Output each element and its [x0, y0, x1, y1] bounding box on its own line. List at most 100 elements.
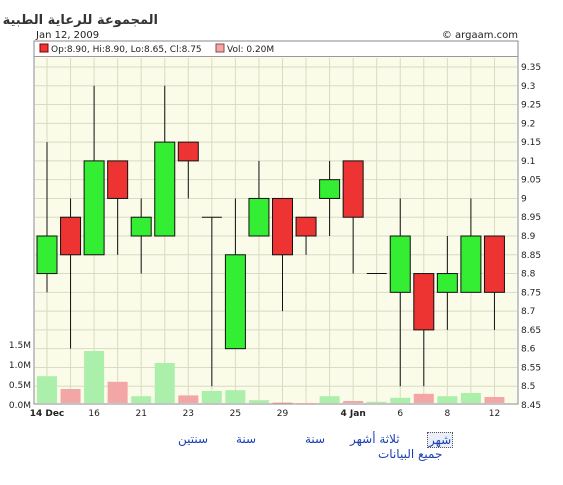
price-tick-label: 9.1 [521, 157, 535, 167]
x-tick-label: 25 [230, 409, 241, 419]
chart-date: Jan 12, 2009 [35, 30, 99, 41]
candle-body [248, 197, 270, 237]
volume-bar [343, 401, 364, 403]
volume-bar [366, 401, 387, 403]
price-axis: 8.45 8.5 8.55 8.6 8.65 8.7 8.75 8.8 8.85 8.9 8.95 9… [521, 63, 541, 411]
price-tick-label: 8.95 [521, 213, 541, 223]
volume-tick-label: 0.0M [9, 401, 31, 411]
price-tick-label: 8.6 [521, 345, 536, 355]
price-tick-label: 8.45 [521, 401, 541, 411]
volume-bar [437, 396, 458, 403]
candle-body [130, 216, 152, 237]
price-tick-label: 8.85 [521, 251, 541, 261]
candle [154, 85, 176, 237]
chart-title: المجموعة للرعاية الطبية [3, 13, 158, 28]
x-tick-label: 4 Jan [341, 409, 366, 419]
candle [60, 198, 82, 349]
candle-body [83, 160, 105, 256]
candle [483, 235, 505, 330]
candle-body [224, 254, 246, 350]
candle [295, 216, 317, 255]
price-tick-label: 8.75 [521, 288, 541, 298]
price-tick-label: 9.05 [521, 176, 541, 186]
candle-body [389, 235, 411, 293]
candle [36, 142, 58, 293]
candle [83, 85, 105, 256]
volume-bar [484, 397, 505, 403]
candle-body [36, 235, 58, 275]
volume-bar [201, 391, 222, 403]
volume-bar [225, 390, 246, 403]
candle [224, 198, 246, 350]
candles [36, 85, 505, 387]
period-two-years-link[interactable]: سنتين [178, 432, 209, 446]
volume-bar [84, 351, 105, 403]
volume-tick-label: 1.0M [9, 361, 31, 371]
candle [413, 273, 435, 387]
price-tick-label: 8.7 [521, 307, 535, 317]
candle [319, 160, 341, 236]
x-tick-label: 8 [444, 409, 450, 419]
candle-body [60, 216, 82, 256]
candle-body [272, 197, 293, 256]
period-month-link[interactable]: شهر [427, 432, 454, 448]
candle [342, 160, 364, 274]
x-tick-label: 21 [135, 409, 146, 419]
period-year-link[interactable]: سنة [305, 432, 326, 446]
price-tick-label: 8.9 [521, 232, 536, 242]
price-tick-label: 9.3 [521, 82, 535, 92]
candle [272, 197, 293, 312]
volume-bar [319, 396, 340, 403]
volume-bar [296, 403, 317, 404]
candle-body [177, 141, 199, 162]
price-tick-label: 8.65 [521, 326, 541, 336]
volume-tick-label: 0.5M [9, 381, 31, 391]
candle [460, 198, 482, 293]
volume-bar [390, 397, 411, 403]
volume-bars [37, 351, 505, 404]
legend-swatch-candle [39, 43, 49, 53]
volume-bar [460, 393, 481, 403]
legend-swatch-volume [215, 43, 225, 53]
candle-body [413, 273, 435, 331]
volume-bar [131, 396, 152, 403]
price-tick-label: 9.2 [521, 119, 535, 129]
candle-body [107, 160, 129, 199]
volume-bar [178, 395, 199, 403]
price-tick-label: 9.25 [521, 101, 541, 111]
x-tick-label: 12 [489, 409, 500, 419]
volume-bar [248, 400, 269, 403]
volume-bar [107, 381, 128, 403]
candle-body [460, 235, 482, 293]
x-tick-label: 6 [397, 409, 403, 419]
volume-bar [60, 389, 81, 403]
candle [130, 198, 152, 274]
price-tick-label: 8.5 [521, 382, 535, 392]
x-tick-label: 29 [277, 409, 289, 419]
volume-bar [154, 363, 175, 403]
volume-bar [413, 393, 434, 403]
candle [248, 160, 270, 237]
price-tick-label: 8.55 [521, 363, 541, 373]
x-axis: 14 Dec 16 21 23 25 29 4 Jan 6 8 12 [30, 409, 500, 419]
volume-axis: 0.0M 0.5M 1.0M 1.5M [9, 341, 31, 411]
candle-body [154, 141, 176, 237]
candle-body [319, 179, 341, 199]
candle [201, 216, 222, 387]
x-tick-label: 23 [183, 409, 194, 419]
volume-bar [272, 402, 293, 404]
period-year-alt-link[interactable]: سنة [236, 432, 257, 446]
candle-body [295, 216, 317, 237]
candle [389, 198, 411, 387]
price-tick-label: 9.35 [521, 63, 541, 73]
candle-body [342, 160, 364, 218]
period-all-data-link[interactable]: جميع البيانات [378, 447, 443, 461]
candle-body [436, 273, 458, 293]
volume-tick-label: 1.5M [9, 341, 31, 351]
candle [107, 160, 129, 255]
period-three-months-link[interactable]: ثلاثة أشهر [350, 432, 400, 446]
price-tick-label: 9 [521, 194, 527, 204]
chart-source: © argaam.com [442, 30, 518, 41]
volume-bar [37, 376, 57, 403]
